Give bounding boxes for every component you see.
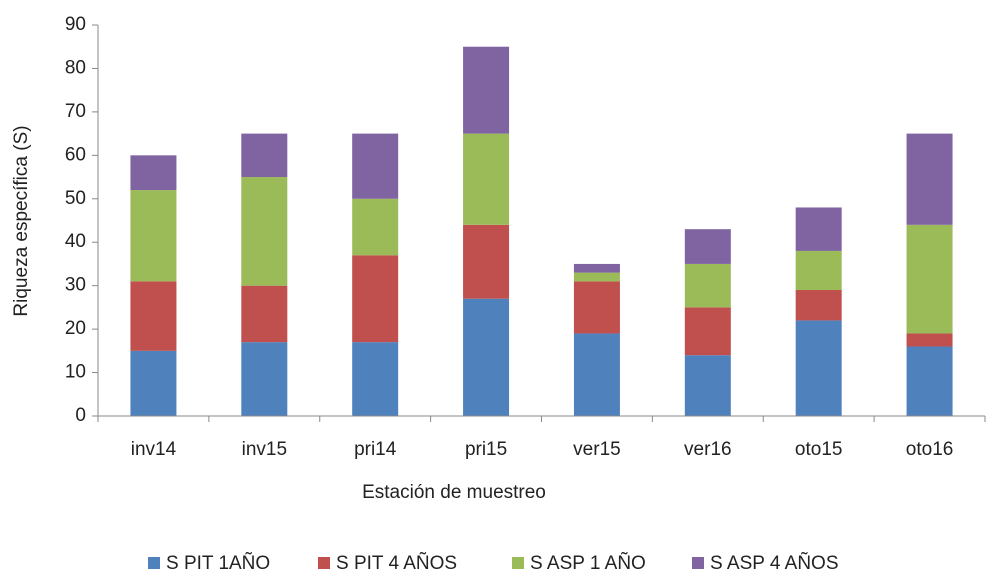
bar-segment xyxy=(906,224,953,334)
y-tick-label: 80 xyxy=(65,57,86,78)
bar-segment xyxy=(906,133,953,225)
x-tick-label: oto15 xyxy=(795,439,843,460)
x-tick-label: ver16 xyxy=(684,439,732,460)
bar-segment xyxy=(573,272,620,282)
legend-label: S PIT 4 AÑOS xyxy=(336,552,457,574)
y-tick-label: 70 xyxy=(65,101,86,122)
bar-segment xyxy=(463,224,510,299)
bar-segment xyxy=(130,155,177,191)
bar-segment xyxy=(795,290,842,321)
y-tick-label: 50 xyxy=(65,188,86,209)
y-axis-label: Riqueza específica (S) xyxy=(11,125,32,316)
bar-segment xyxy=(352,342,399,416)
bar-segment xyxy=(130,350,177,416)
legend-swatch xyxy=(512,557,524,569)
bar-segment xyxy=(463,133,510,225)
legend-label: S ASP 4 AÑOS xyxy=(710,552,839,574)
bar-segment xyxy=(573,263,620,273)
bar-segment xyxy=(795,250,842,291)
bar-segment xyxy=(241,285,288,343)
bar-segment xyxy=(906,346,953,416)
bar-segment xyxy=(241,342,288,416)
bar-segment xyxy=(241,133,288,178)
legend-swatch xyxy=(318,557,330,569)
legend-swatch xyxy=(692,557,704,569)
bar-segment xyxy=(352,255,399,343)
bar-segment xyxy=(684,229,731,264)
bar-segment xyxy=(130,190,177,282)
x-tick-label: pri15 xyxy=(465,439,507,460)
y-tick-label: 40 xyxy=(65,231,86,252)
x-tick-label: inv14 xyxy=(131,439,177,460)
legend-label: S PIT 1AÑO xyxy=(166,552,270,574)
y-tick-label: 60 xyxy=(65,144,86,165)
bar-segment xyxy=(795,207,842,251)
x-tick-label: ver15 xyxy=(573,439,621,460)
x-tick-label: oto16 xyxy=(906,439,954,460)
x-axis-label: Estación de muestreo xyxy=(362,482,546,503)
bar-segment xyxy=(573,333,620,416)
x-tick-label: inv15 xyxy=(242,439,287,460)
bar-segment xyxy=(795,320,842,416)
bar-segment xyxy=(463,46,510,134)
bar-segment xyxy=(906,333,953,347)
legend-swatch xyxy=(148,557,160,569)
y-tick-label: 20 xyxy=(65,318,86,339)
y-tick-label: 90 xyxy=(65,14,86,35)
y-tick-label: 10 xyxy=(65,362,86,383)
bar-segment xyxy=(352,133,399,199)
bar-segment xyxy=(573,281,620,334)
x-tick-label: pri14 xyxy=(354,439,397,460)
y-tick-label: 30 xyxy=(65,275,86,296)
legend-label: S ASP 1 AÑO xyxy=(530,552,646,574)
y-tick-label: 0 xyxy=(75,405,86,426)
bar-segment xyxy=(241,177,288,286)
bar-segment xyxy=(684,263,731,308)
bar-segment xyxy=(684,307,731,356)
bar-segment xyxy=(130,281,177,351)
bar-segment xyxy=(352,198,399,256)
bar-segment xyxy=(684,355,731,416)
bar-segment xyxy=(463,298,510,416)
